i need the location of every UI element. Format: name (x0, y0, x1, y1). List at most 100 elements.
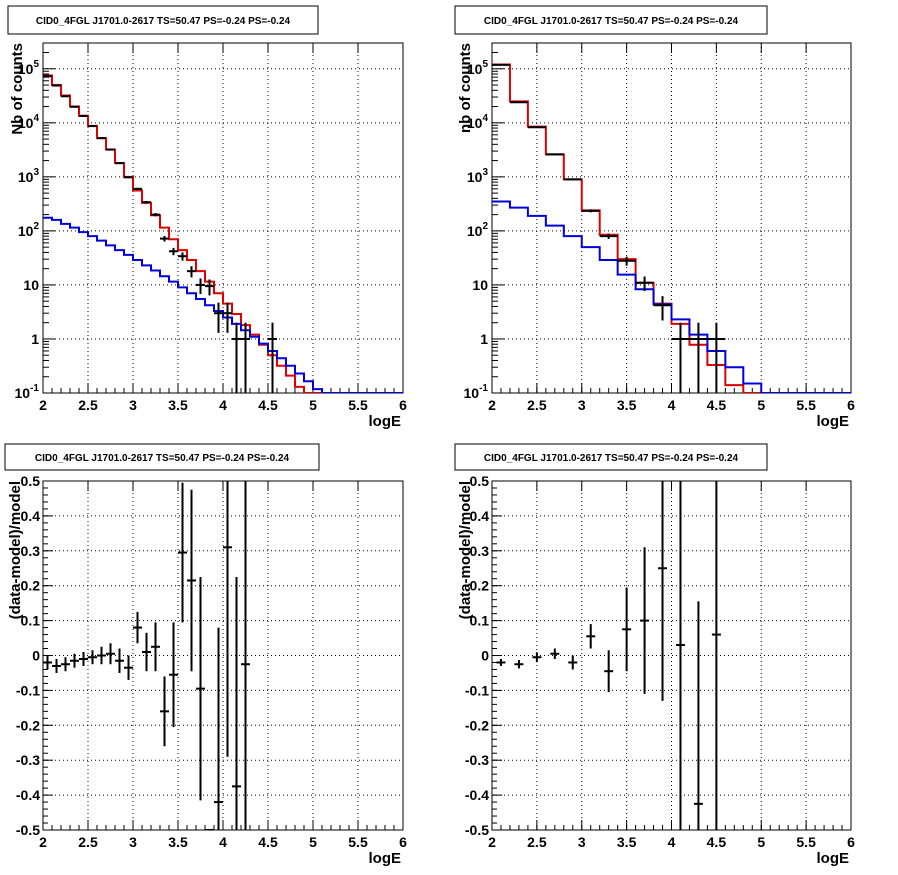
y-tick-label: 102 (18, 221, 40, 239)
data-point (693, 601, 703, 830)
data-point (160, 676, 169, 747)
data-point (545, 153, 564, 156)
y-tick-label: 102 (467, 221, 489, 239)
y-tick-label: 103 (467, 167, 489, 185)
x-tick-label: 5.5 (796, 397, 816, 413)
data-point (151, 622, 160, 672)
data-point (711, 481, 721, 830)
data-point (115, 648, 124, 673)
y-tick-label: 10 (472, 277, 488, 293)
y-tick-label: -0.1 (16, 682, 40, 698)
y-axis-label: (data-model)/model (457, 481, 474, 619)
histogram-series (492, 200, 851, 393)
x-axis-label: logE (369, 413, 402, 430)
x-tick-label: 5.5 (348, 397, 368, 413)
data-point (223, 481, 232, 757)
data-point (187, 489, 196, 672)
x-tick-label: 4 (668, 397, 676, 413)
data-point (527, 126, 546, 129)
data-point (514, 660, 524, 669)
x-tick-label: 3.5 (617, 397, 637, 413)
y-tick-label: 104 (18, 113, 40, 131)
data-layer (496, 481, 721, 830)
x-tick-label: 3 (578, 397, 586, 413)
x-tick-label: 5 (757, 397, 765, 413)
data-point (689, 322, 708, 393)
x-tick-label: 4 (219, 397, 227, 413)
data-point (97, 646, 106, 665)
data-point (675, 481, 685, 830)
data-point (214, 302, 223, 333)
data-point (106, 148, 115, 151)
x-tick-label: 4.5 (258, 397, 278, 413)
data-layer (43, 481, 250, 830)
x-tick-label: 3 (129, 834, 137, 850)
y-tick-label: 0.1 (21, 613, 41, 629)
x-tick-label: 5.5 (796, 834, 816, 850)
x-tick-label: 3 (129, 397, 137, 413)
data-layer (43, 74, 403, 393)
plot-title: CID0_4FGL J1701.0-2617 TS=50.47 PS=-0.24… (35, 453, 290, 464)
x-tick-label: 2.5 (527, 397, 547, 413)
data-point (178, 252, 187, 261)
data-point (550, 648, 560, 659)
data-point (160, 235, 169, 242)
data-point (196, 576, 205, 801)
y-tick-label: 105 (467, 59, 489, 77)
data-point (115, 162, 124, 165)
y-tick-label: -0.4 (465, 787, 489, 803)
x-axis-label: logE (369, 850, 402, 867)
x-tick-label: 2.5 (78, 834, 98, 850)
y-tick-label: 0 (481, 648, 489, 664)
x-tick-label: 5 (309, 834, 317, 850)
y-tick-label: 10-1 (464, 383, 489, 401)
data-point (151, 213, 160, 217)
data-point (223, 302, 232, 333)
data-point (169, 622, 178, 728)
data-point (241, 481, 250, 830)
data-point (106, 643, 115, 665)
y-tick-label: -0.5 (16, 822, 40, 838)
data-layer (492, 63, 851, 393)
data-point (124, 176, 133, 179)
data-point (52, 658, 61, 673)
plot-title: CID0_4FGL J1701.0-2617 TS=50.47 PS=-0.24… (484, 453, 739, 464)
data-point (232, 576, 241, 830)
y-tick-label: -0.3 (465, 752, 489, 768)
y-tick-label: -0.2 (16, 717, 40, 733)
y-tick-label: 0.5 (21, 473, 41, 489)
x-axis-label: logE (817, 850, 850, 867)
data-point (241, 322, 250, 393)
x-tick-label: 4.5 (707, 397, 727, 413)
data-point (622, 587, 632, 672)
y-tick-label: -0.1 (465, 682, 489, 698)
y-axis-label: Nb of counts (9, 43, 26, 135)
x-tick-label: 5 (757, 834, 765, 850)
chart-panel-top-left: 2 2.5 3 3.5 4 4.5 5 5.5 6 10-1 1 10 102 103 104 105 logE… (7, 5, 407, 430)
data-point (133, 611, 142, 644)
data-point (61, 657, 70, 672)
data-point (169, 247, 178, 256)
x-tick-label: 4.5 (258, 834, 278, 850)
data-point (635, 276, 654, 292)
plot-title: CID0_4FGL J1701.0-2617 TS=50.47 PS=-0.24… (484, 16, 739, 27)
x-tick-label: 3.5 (168, 397, 188, 413)
x-tick-label: 3.5 (617, 834, 637, 850)
chart-panel-top-right: 2 2.5 3 3.5 4 4.5 5 5.5 6 10-1 1 10 102 103 104 105 logE… (454, 5, 855, 430)
chart-panel-bottom-left: 2 2.5 3 3.5 4 4.5 5 5.5 6 -0.5 -0.4 -0.3 -0.2 -0.1 0 0.… (4, 443, 407, 867)
y-tick-label: 1 (31, 331, 39, 347)
y-tick-label: 0.1 (470, 613, 490, 629)
x-tick-label: 2 (39, 834, 47, 850)
x-tick-label: 6 (847, 397, 855, 413)
title-box (4, 443, 320, 471)
x-tick-label: 2 (488, 397, 496, 413)
data-point (532, 652, 542, 663)
x-tick-label: 4 (219, 834, 227, 850)
data-point (653, 296, 672, 321)
y-tick-label: 0.4 (21, 508, 41, 524)
data-point (232, 322, 241, 393)
y-tick-label: 105 (18, 59, 40, 77)
data-point (581, 209, 600, 213)
y-axis-label: nb of counts (457, 43, 474, 133)
y-tick-label: 0.3 (21, 543, 41, 559)
